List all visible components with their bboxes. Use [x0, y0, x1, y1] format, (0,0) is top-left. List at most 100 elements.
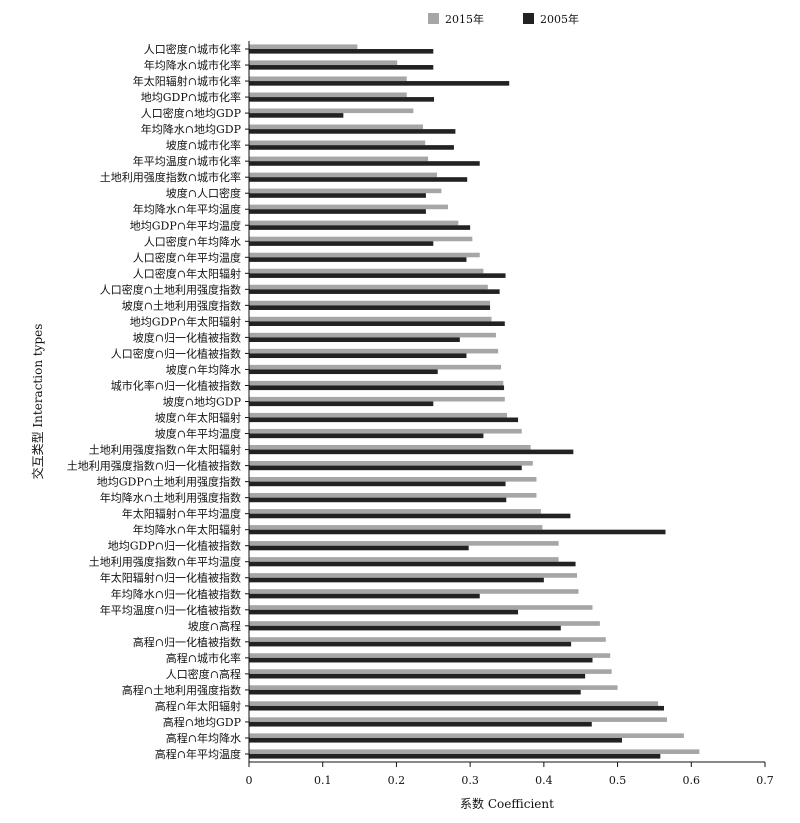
legend-label-2015: 2015年	[445, 12, 484, 26]
category-label: 高程∩年平均温度	[155, 747, 241, 761]
bar-2005-36	[249, 625, 561, 631]
category-label: 土地利用强度指数∩归一化植被指数	[67, 459, 241, 473]
bar-2005-28	[249, 497, 507, 503]
category-label: 高程∩城市化率	[166, 651, 241, 665]
bar-2015-26	[249, 460, 533, 466]
bar-2005-35	[249, 609, 519, 615]
bar-2015-18	[249, 332, 496, 338]
bar-2015-38	[249, 653, 611, 658]
bar-2015-23	[249, 412, 507, 418]
bar-2015-19	[249, 348, 499, 354]
category-label: 地均GDP∩年平均温度	[130, 218, 241, 232]
category-label: 坡度∩人口密度	[166, 186, 241, 200]
category-label: 年均降水∩城市化率	[144, 58, 241, 72]
bar-2005-37	[249, 641, 572, 647]
category-label: 坡度∩土地利用强度指数	[122, 298, 241, 312]
bar-2015-41	[249, 701, 659, 706]
x-axis-title: 系数 Coefficient	[460, 796, 554, 811]
category-label: 土地利用强度指数∩年太阳辐射	[89, 443, 241, 457]
bar-2005-27	[249, 481, 506, 487]
bar-2015-5	[249, 124, 423, 130]
bar-2015-33	[249, 573, 578, 578]
legend: 2015年 2005年	[428, 12, 579, 26]
x-tick-label: 0.6	[683, 774, 701, 787]
bar-2005-24	[249, 433, 484, 439]
bar-2015-4	[249, 108, 414, 114]
category-label: 坡度∩高程	[188, 619, 241, 633]
bar-2015-20	[249, 364, 502, 370]
bar-2005-33	[249, 577, 544, 583]
bar-2005-3	[249, 97, 435, 102]
bar-2015-15	[249, 284, 488, 290]
bar-2015-14	[249, 268, 484, 274]
category-label: 人口密度∩年太阳辐射	[133, 266, 241, 280]
legend-label-2005: 2005年	[540, 12, 579, 26]
bar-2015-25	[249, 444, 531, 450]
category-label: 年太阳辐射∩年平均温度	[122, 507, 241, 521]
bar-2015-40	[249, 685, 618, 690]
category-label: 高程∩年均降水	[166, 731, 241, 745]
bar-2005-20	[249, 369, 438, 375]
legend-swatch-2005	[523, 13, 534, 24]
y-axis-title: 交互类型 Interaction types	[30, 324, 45, 480]
bar-2005-7	[249, 161, 480, 166]
bar-2015-36	[249, 621, 600, 626]
category-label: 地均GDP∩土地利用强度指数	[97, 475, 241, 489]
bar-2005-41	[249, 705, 665, 711]
bar-2005-8	[249, 177, 468, 182]
bar-2015-42	[249, 717, 667, 722]
bar-2005-23	[249, 417, 519, 423]
bar-2015-10	[249, 204, 449, 210]
bar-2015-35	[249, 605, 593, 610]
bar-2015-34	[249, 589, 579, 594]
category-label: 年均降水∩地均GDP	[141, 122, 242, 136]
bar-2005-6	[249, 145, 454, 150]
bar-2005-44	[249, 753, 661, 759]
bar-2015-44	[249, 749, 700, 754]
bar-2015-9	[249, 188, 442, 194]
bar-2015-43	[249, 733, 684, 738]
bar-2005-15	[249, 289, 500, 294]
category-label: 坡度∩年均降水	[166, 362, 241, 376]
bar-2005-9	[249, 193, 426, 198]
x-tick-label: 0.2	[388, 774, 406, 787]
category-label: 人口密度∩年平均温度	[133, 250, 241, 264]
bar-2015-22	[249, 396, 505, 402]
category-label: 地均GDP∩归一化植被指数	[108, 539, 241, 553]
bar-2005-4	[249, 113, 344, 118]
category-label: 年太阳辐射∩城市化率	[133, 74, 241, 88]
y-axis: 人口密度∩城市化率年均降水∩城市化率年太阳辐射∩城市化率地均GDP∩城市化率人口…	[67, 41, 250, 762]
bar-2005-34	[249, 593, 480, 599]
bar-2005-16	[249, 305, 491, 310]
category-label: 高程∩地均GDP	[163, 715, 242, 729]
category-label: 高程∩年太阳辐射	[155, 699, 241, 713]
category-label: 地均GDP∩城市化率	[141, 90, 241, 104]
bar-2005-42	[249, 721, 592, 727]
bar-2005-38	[249, 657, 593, 663]
bar-2005-11	[249, 225, 471, 230]
bar-2005-31	[249, 545, 469, 551]
x-tick-label: 0.7	[756, 774, 774, 787]
bar-2005-14	[249, 273, 506, 278]
bar-2005-10	[249, 209, 426, 214]
bar-2005-12	[249, 241, 434, 246]
category-label: 人口密度∩土地利用强度指数	[100, 282, 241, 296]
category-label: 城市化率∩归一化植被指数	[111, 378, 241, 392]
bar-2005-40	[249, 689, 581, 695]
x-tick-label: 0.1	[314, 774, 332, 787]
bar-2015-0	[249, 44, 358, 50]
category-label: 坡度∩城市化率	[166, 138, 241, 152]
category-label: 高程∩归一化植被指数	[133, 635, 241, 649]
category-label: 年均降水∩年太阳辐射	[133, 523, 241, 537]
bar-2015-7	[249, 156, 429, 162]
x-tick-label: 0.4	[535, 774, 553, 787]
category-label: 年太阳辐射∩归一化植被指数	[100, 571, 241, 585]
bar-2005-22	[249, 401, 434, 407]
category-label: 年均降水∩归一化植被指数	[111, 587, 241, 601]
bar-2015-1	[249, 60, 398, 66]
legend-swatch-2015	[428, 13, 439, 24]
bar-2015-21	[249, 380, 504, 386]
bar-2005-5	[249, 129, 456, 134]
bar-2015-17	[249, 316, 492, 322]
